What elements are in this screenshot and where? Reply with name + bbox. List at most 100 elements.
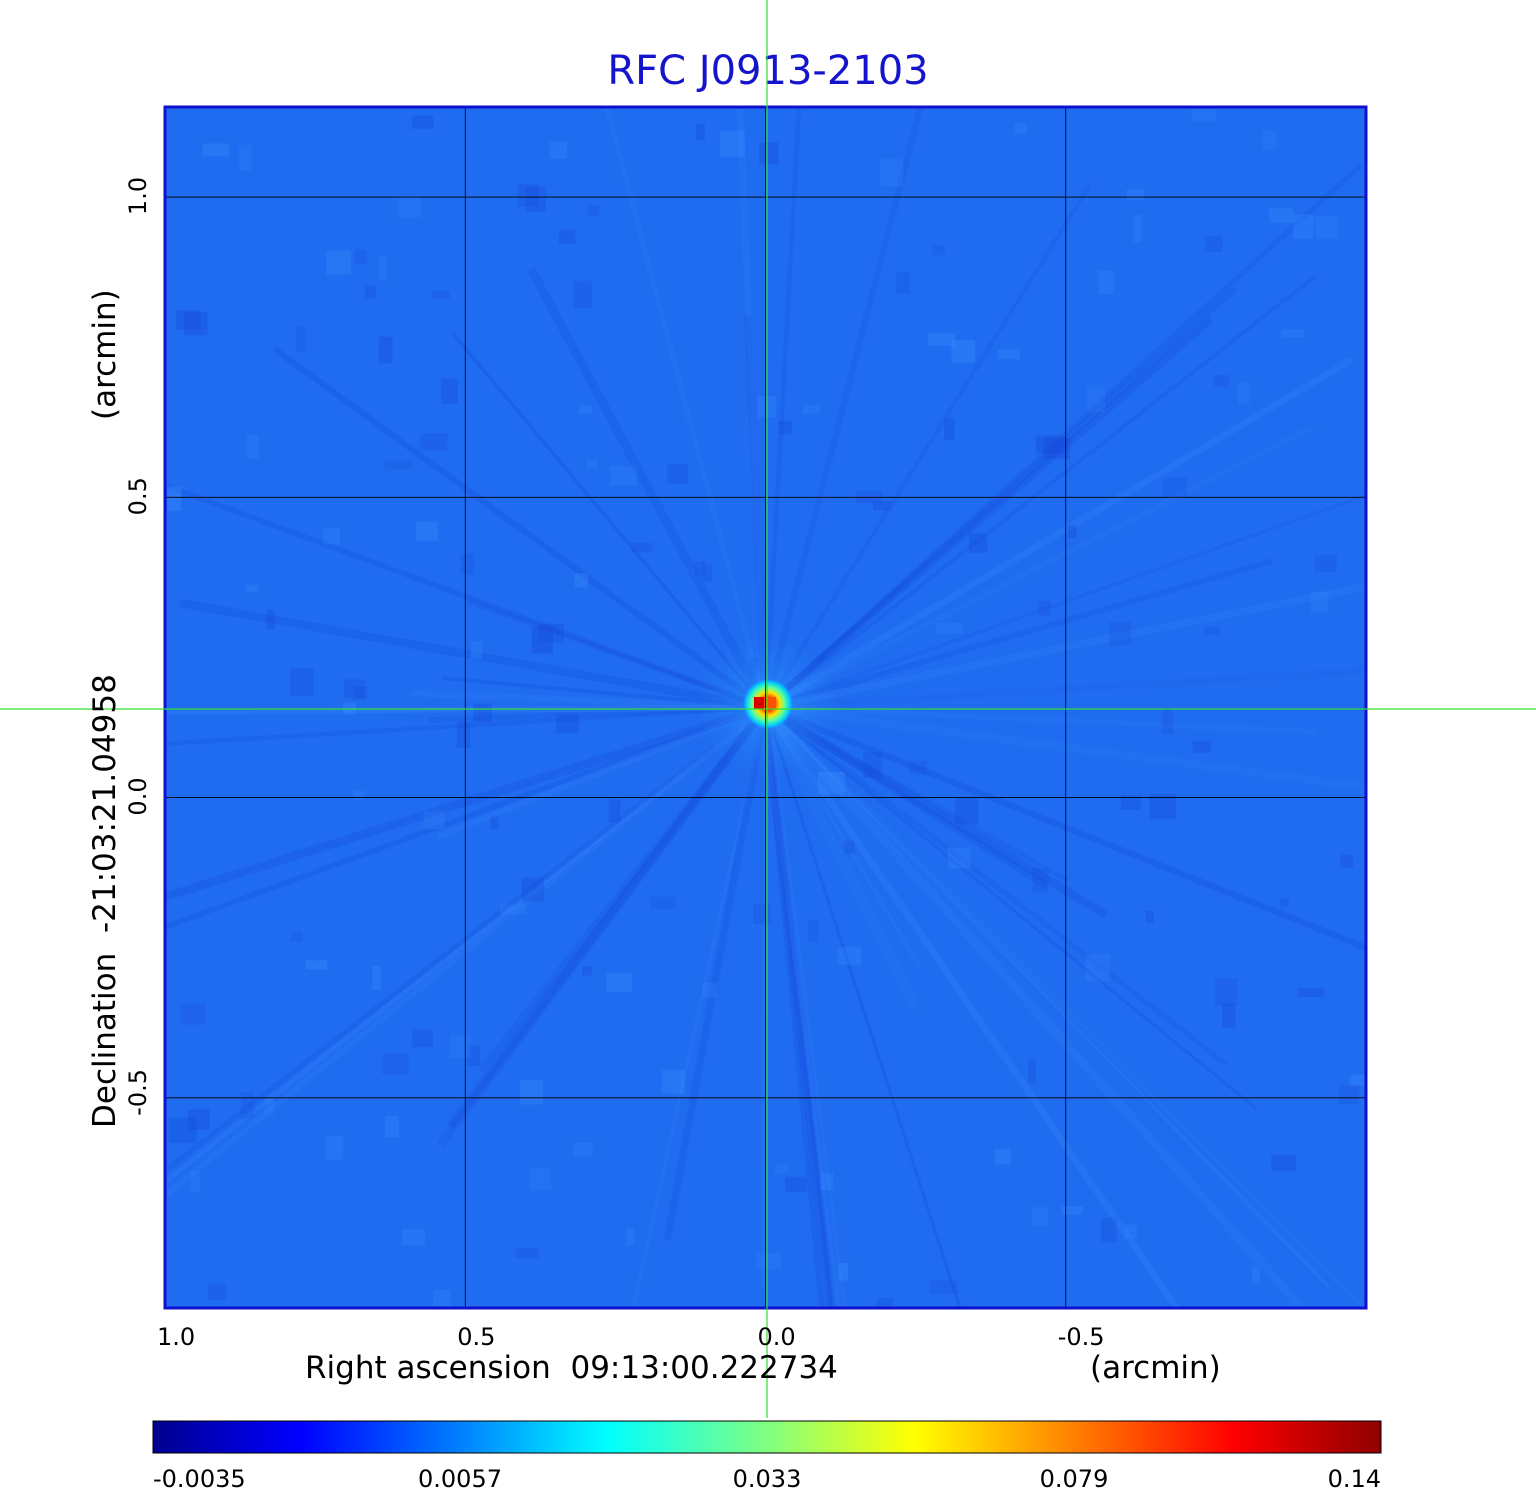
noise-patch <box>1315 216 1338 240</box>
noise-patch <box>1163 477 1187 498</box>
chart-title: RFC J0913-2103 <box>607 48 929 94</box>
y-axis-unit: (arcmin) <box>87 289 123 420</box>
noise-patch <box>927 333 956 346</box>
noise-patch <box>574 573 588 588</box>
streak <box>446 704 769 1130</box>
noise-patch <box>755 1252 782 1270</box>
noise-patch <box>876 1297 894 1308</box>
streak <box>762 707 826 1308</box>
noise-patch <box>844 840 855 854</box>
y-tick-label: -0.5 <box>124 1069 152 1116</box>
noise-patch <box>1215 978 1238 1006</box>
colorbar-tick-label: 0.079 <box>1040 1465 1109 1493</box>
noise-patch <box>774 1164 789 1174</box>
noise-patch <box>441 378 458 405</box>
noise-patch <box>420 433 448 451</box>
noise-patch <box>500 904 527 915</box>
streak <box>765 667 1366 712</box>
noise-patch <box>573 280 592 309</box>
streak <box>763 707 834 1308</box>
noise-patch <box>1032 1207 1048 1226</box>
streak <box>165 705 766 746</box>
streak <box>165 703 767 902</box>
noise-patch <box>187 1109 210 1130</box>
noise-patch <box>207 1284 226 1301</box>
noise-patch <box>449 1035 471 1059</box>
noise-patch <box>384 460 413 469</box>
noise-patch <box>538 623 565 643</box>
noise-patch <box>531 626 554 654</box>
noise-patch <box>955 798 979 825</box>
streak <box>763 316 1214 711</box>
noise-patch <box>305 960 328 970</box>
streak <box>765 704 1317 735</box>
noise-patch <box>610 465 638 486</box>
noise-patch <box>1027 1059 1037 1084</box>
noise-patch <box>460 553 474 575</box>
streak <box>165 705 768 1200</box>
noise-patch <box>1222 1003 1236 1028</box>
colorbar-tick-label: -0.0035 <box>153 1465 246 1493</box>
streak <box>736 107 769 708</box>
noise-patch <box>456 722 471 748</box>
noise-patch <box>820 1172 834 1191</box>
noise-patch <box>588 205 600 217</box>
noise-patch <box>1067 525 1077 539</box>
plot-frame <box>163 105 1368 1310</box>
noise-patch <box>908 760 927 775</box>
noise-patch <box>372 965 381 990</box>
noise-patch <box>1238 382 1250 404</box>
streak <box>764 707 962 1308</box>
colorbar-tick-label: 0.033 <box>733 1465 802 1493</box>
noise-patch <box>1100 1217 1117 1243</box>
noise-patch <box>431 290 450 300</box>
noise-patch <box>323 527 341 545</box>
noise-patch <box>1281 328 1305 338</box>
noise-patch <box>855 490 883 503</box>
noise-patch <box>1192 740 1212 753</box>
streak <box>165 482 767 711</box>
colorbar-tick-label: 0.14 <box>1328 1465 1381 1493</box>
noise-patch <box>1124 1224 1137 1239</box>
grid <box>165 107 1366 1308</box>
noise-patch <box>1292 214 1314 240</box>
noise-patch <box>1043 437 1071 459</box>
colorbar <box>152 1420 1382 1454</box>
noise-patch <box>702 982 717 998</box>
streak <box>764 703 1366 792</box>
noise-patch <box>578 404 592 414</box>
streak <box>761 706 847 1308</box>
noise-patch <box>517 184 539 207</box>
noise-patch <box>879 158 904 187</box>
streak <box>764 704 1366 952</box>
noise-patch <box>190 1171 200 1193</box>
noise-patch <box>649 896 676 910</box>
noise-patch <box>352 790 365 800</box>
y-tick-label: 0.5 <box>124 477 152 515</box>
noise-patch <box>245 584 259 593</box>
noise-patch <box>702 563 713 582</box>
noise-patch <box>519 1079 543 1105</box>
colorbar-tick-labels: -0.0035 0.0057 0.033 0.079 0.14 <box>153 1465 1381 1493</box>
noise-patch <box>1109 622 1132 646</box>
streak <box>478 705 769 1074</box>
noise-patch <box>1262 130 1277 151</box>
noise-patch <box>473 703 493 723</box>
streak <box>763 705 1229 1067</box>
noise-patch <box>1085 954 1111 982</box>
noise-patch <box>944 418 955 441</box>
noise-patch <box>582 966 593 976</box>
noise-patch <box>354 249 367 264</box>
noise-patch <box>266 609 275 630</box>
noise-patch <box>803 404 821 415</box>
streak <box>451 332 767 709</box>
colorbar-tick-label: 0.0057 <box>418 1465 502 1493</box>
noise-patch <box>608 799 621 822</box>
noise-patch <box>573 1142 593 1157</box>
noise-patch <box>176 309 201 330</box>
noise-patch <box>411 115 434 129</box>
noise-patch <box>694 561 706 577</box>
noise-patch <box>184 312 208 336</box>
